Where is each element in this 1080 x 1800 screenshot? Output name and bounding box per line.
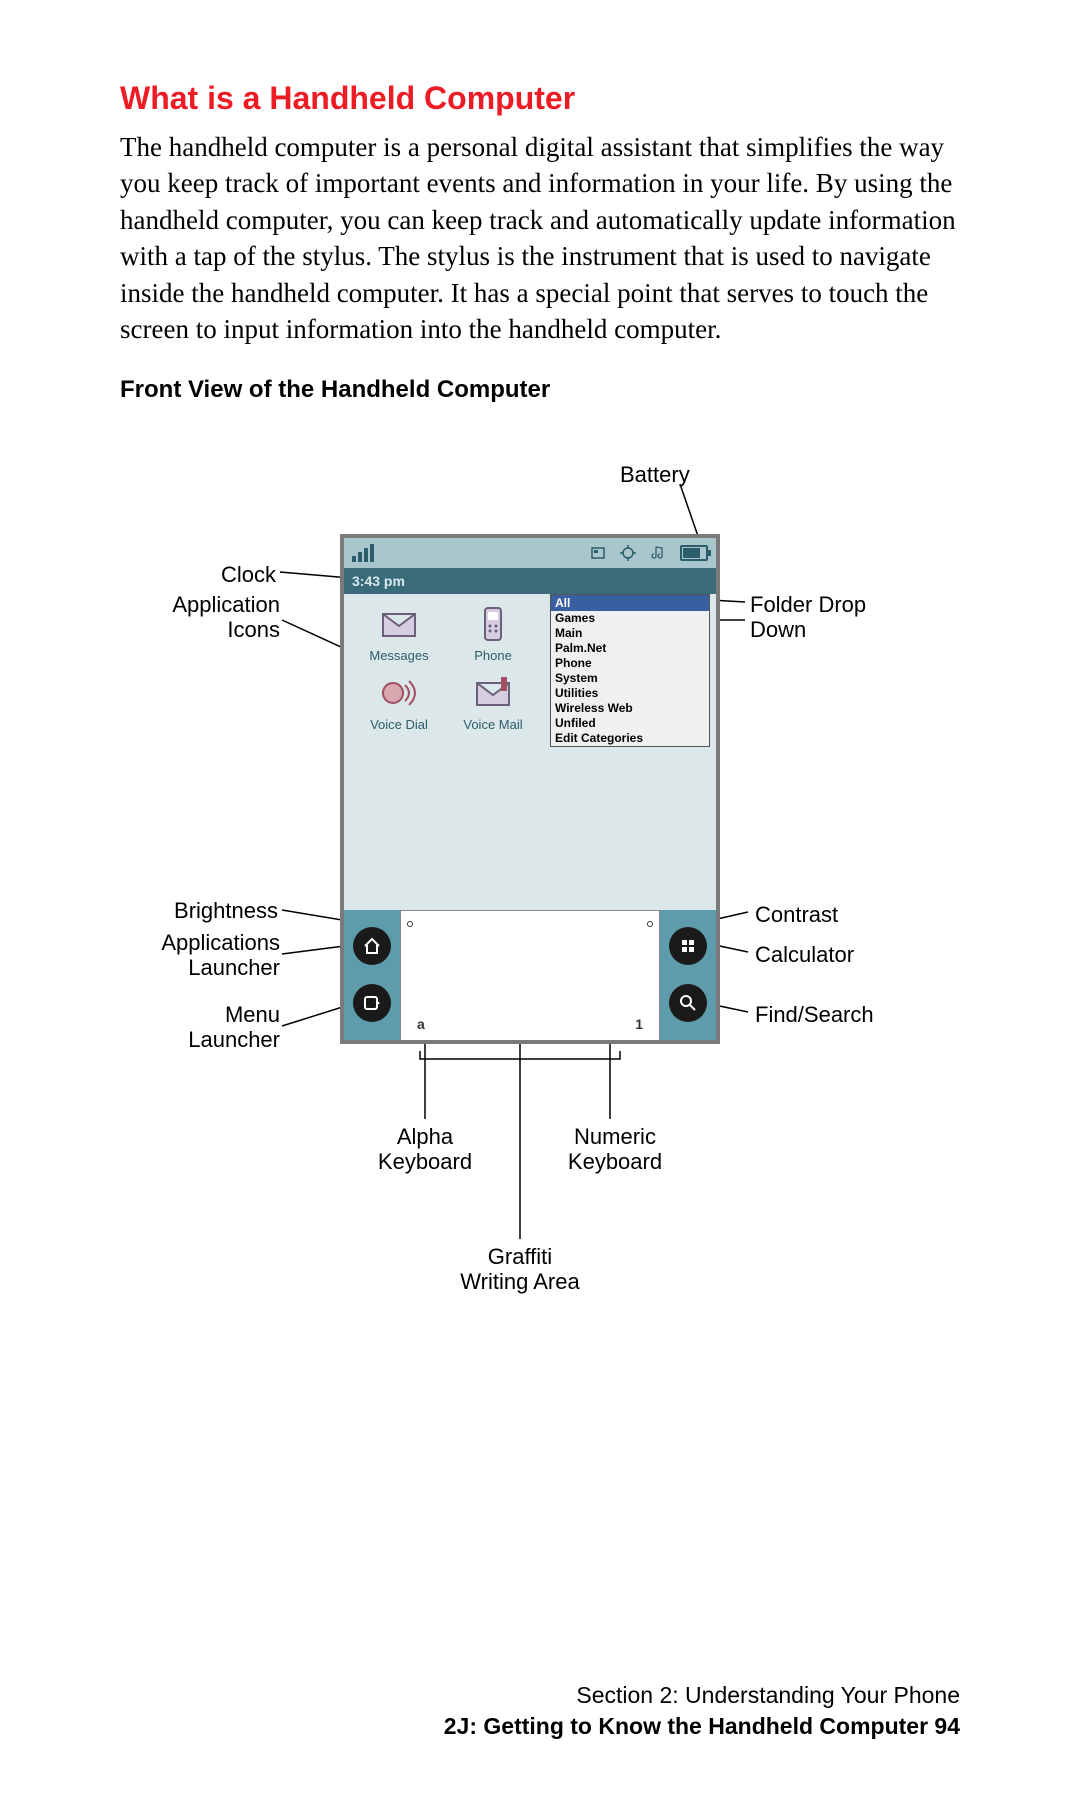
graffiti-area: a 1	[344, 910, 716, 1040]
alpha-glyph[interactable]: a	[417, 1016, 425, 1032]
page-footer: Section 2: Understanding Your Phone 2J: …	[120, 1682, 960, 1740]
find-button[interactable]	[669, 984, 707, 1022]
app-label: Phone	[448, 648, 538, 663]
clock-bar: 3:43 pm	[344, 568, 716, 594]
label-battery: Battery	[620, 462, 690, 487]
dropdown-item[interactable]: Unfiled	[551, 716, 709, 731]
numeric-glyph[interactable]: 1	[635, 1016, 643, 1032]
app-label: Voice Dial	[354, 717, 444, 732]
label-brightness: Brightness	[158, 898, 278, 923]
voice-icon	[377, 671, 421, 715]
handheld-device: 3:43 pm Messages Phone Voice Dial Voice Mai…	[340, 534, 720, 1044]
label-numeric-keyboard: Numeric Keyboard	[560, 1124, 670, 1175]
dropdown-list: GamesMainPalm.NetPhoneSystemUtilitiesWir…	[551, 611, 709, 746]
label-alpha-keyboard: Alpha Keyboard	[375, 1124, 475, 1175]
brightness-dot[interactable]	[407, 921, 413, 927]
mailbox-icon	[471, 671, 515, 715]
dropdown-item[interactable]: Main	[551, 626, 709, 641]
label-contrast: Contrast	[755, 902, 838, 927]
app-grid: Messages Phone Voice Dial Voice Mail	[354, 602, 538, 732]
label-folder-drop: Folder Drop Down	[750, 592, 910, 643]
app-icon-phone[interactable]: Phone	[448, 602, 538, 663]
dropdown-item[interactable]: Phone	[551, 656, 709, 671]
app-screen: Messages Phone Voice Dial Voice Mail All Ga…	[344, 594, 716, 914]
home-button[interactable]	[353, 927, 391, 965]
home-icon	[362, 936, 382, 956]
label-menu-launcher: Menu Launcher	[156, 1002, 280, 1053]
menu-button[interactable]	[353, 984, 391, 1022]
envelope-icon	[377, 602, 421, 646]
dropdown-selected: All	[551, 595, 709, 611]
dropdown-item[interactable]: Utilities	[551, 686, 709, 701]
folder-dropdown[interactable]: All GamesMainPalm.NetPhoneSystemUtilitie…	[550, 594, 710, 747]
app-label: Voice Mail	[448, 717, 538, 732]
label-find: Find/Search	[755, 1002, 874, 1027]
card-icon	[590, 545, 606, 561]
app-icon-voice-mail[interactable]: Voice Mail	[448, 671, 538, 732]
clock-text: 3:43 pm	[352, 573, 405, 589]
target-icon	[620, 545, 636, 561]
dropdown-item[interactable]: Palm.Net	[551, 641, 709, 656]
contrast-dot[interactable]	[647, 921, 653, 927]
footer-page: 2J: Getting to Know the Handheld Compute…	[120, 1713, 960, 1740]
writing-area[interactable]: a 1	[400, 910, 660, 1040]
dropdown-item[interactable]: Edit Categories	[551, 731, 709, 746]
app-icon-voice-dial[interactable]: Voice Dial	[354, 671, 444, 732]
footer-section: Section 2: Understanding Your Phone	[120, 1682, 960, 1709]
dropdown-item[interactable]: System	[551, 671, 709, 686]
menu-icon	[362, 993, 382, 1013]
music-note-icon	[650, 545, 666, 561]
status-bar	[344, 538, 716, 568]
phone-icon	[471, 602, 515, 646]
section-heading: What is a Handheld Computer	[120, 80, 960, 117]
label-graffiti-area: Graffiti Writing Area	[440, 1244, 600, 1295]
search-icon	[678, 993, 698, 1013]
body-paragraph: The handheld computer is a personal digi…	[120, 129, 960, 348]
app-icon-messages[interactable]: Messages	[354, 602, 444, 663]
label-app-launcher: Applications Launcher	[140, 930, 280, 981]
front-view-diagram: Battery Clock Application Icons Folder D…	[120, 444, 960, 1434]
label-calculator: Calculator	[755, 942, 854, 967]
dropdown-item[interactable]: Games	[551, 611, 709, 626]
calculator-button[interactable]	[669, 927, 707, 965]
battery-icon	[680, 545, 708, 561]
signal-icon	[352, 544, 374, 562]
calculator-icon	[678, 936, 698, 956]
label-app-icons: Application Icons	[140, 592, 280, 643]
dropdown-item[interactable]: Wireless Web	[551, 701, 709, 716]
right-button-column	[660, 910, 716, 1040]
label-clock: Clock	[186, 562, 276, 587]
subsection-heading: Front View of the Handheld Computer	[120, 376, 960, 404]
left-button-column	[344, 910, 400, 1040]
app-label: Messages	[354, 648, 444, 663]
